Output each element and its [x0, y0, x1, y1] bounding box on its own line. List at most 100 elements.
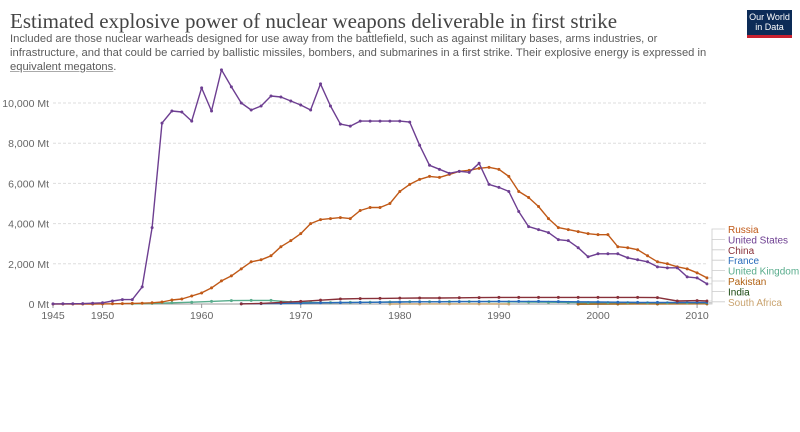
legend-label-india: India — [728, 287, 750, 298]
data-point-russia — [269, 254, 273, 258]
data-point-united-states — [497, 185, 501, 189]
data-point-china — [695, 299, 699, 303]
data-point-united-states — [675, 266, 679, 270]
data-point-russia — [190, 294, 194, 298]
data-point-russia — [130, 301, 134, 305]
data-point-united-states — [210, 109, 214, 113]
data-point-russia — [120, 302, 124, 306]
data-point-russia — [309, 222, 313, 226]
data-point-china — [537, 295, 541, 299]
data-point-russia — [239, 267, 243, 271]
data-point-united-states — [269, 94, 273, 98]
data-point-united-states — [190, 119, 194, 123]
data-point-russia — [546, 217, 550, 221]
data-point-russia — [328, 217, 332, 221]
data-point-china — [338, 297, 342, 301]
data-point-france — [596, 300, 600, 304]
data-point-united-states — [477, 161, 481, 165]
data-point-russia — [408, 182, 412, 186]
data-point-united-states — [110, 299, 114, 303]
legend-connector — [708, 238, 725, 285]
data-point-russia — [705, 276, 709, 280]
data-point-south-africa — [447, 302, 451, 306]
data-point-united-states — [140, 285, 144, 289]
data-point-united-states — [348, 124, 352, 128]
data-point-russia — [655, 260, 659, 264]
data-point-france — [655, 300, 659, 304]
y-tick-label: 2,000 Mt — [8, 259, 49, 271]
data-point-russia — [695, 271, 699, 275]
data-point-united-states — [646, 260, 650, 264]
data-point-russia — [229, 274, 233, 278]
y-tick-label: 10,000 Mt — [2, 98, 49, 110]
data-point-russia — [626, 246, 630, 250]
data-point-russia — [289, 239, 293, 243]
data-point-united-states — [408, 120, 412, 124]
data-point-russia — [517, 189, 521, 193]
subtitle-end: . — [113, 61, 117, 73]
data-point-united-states — [527, 225, 531, 229]
data-point-united-states — [200, 86, 204, 90]
data-point-united-states — [556, 238, 560, 242]
legend-label-united-states: United States — [728, 235, 788, 246]
legend-connector — [708, 249, 725, 302]
data-point-france — [437, 300, 441, 304]
data-point-united-states — [418, 143, 422, 147]
data-point-united-states — [328, 104, 332, 108]
data-point-france — [457, 300, 461, 304]
data-point-united-states — [636, 258, 640, 262]
data-point-russia — [428, 174, 432, 178]
data-point-france — [418, 300, 422, 304]
data-point-russia — [685, 267, 689, 271]
data-point-china — [655, 296, 659, 300]
data-point-united-states — [596, 252, 600, 256]
data-point-france — [537, 299, 541, 303]
data-point-russia — [358, 209, 362, 213]
data-point-china — [437, 296, 441, 300]
legend-label-russia: Russia — [728, 225, 759, 236]
data-point-united-states — [665, 266, 669, 270]
data-point-united-kingdom — [249, 298, 253, 302]
data-point-united-states — [130, 298, 134, 302]
data-point-russia — [249, 260, 253, 264]
data-point-russia — [636, 248, 640, 252]
data-point-russia — [566, 228, 570, 232]
data-point-russia — [299, 232, 303, 236]
data-point-russia — [606, 233, 610, 237]
data-point-china — [576, 295, 580, 299]
data-point-united-kingdom — [269, 298, 273, 302]
data-point-united-states — [606, 252, 610, 256]
data-point-south-africa — [507, 302, 511, 306]
data-point-russia — [319, 218, 323, 222]
y-tick-label: 4,000 Mt — [8, 219, 49, 231]
data-point-united-states — [586, 255, 590, 259]
data-point-united-states — [289, 99, 293, 103]
data-point-russia — [348, 217, 352, 221]
data-point-france — [378, 300, 382, 304]
data-point-united-states — [447, 171, 451, 175]
data-point-france — [616, 300, 620, 304]
data-point-russia — [497, 167, 501, 171]
data-point-russia — [646, 254, 650, 258]
owid-logo[interactable]: Our World in Data — [747, 10, 792, 38]
data-point-china — [477, 296, 481, 300]
data-point-china — [596, 295, 600, 299]
data-point-united-states — [398, 119, 402, 123]
data-point-united-states — [358, 119, 362, 123]
data-point-united-states — [170, 109, 174, 113]
legend-connector — [708, 280, 725, 305]
equivalent-megatons-link[interactable]: equivalent megatons — [10, 61, 114, 73]
data-point-united-states — [160, 121, 164, 125]
data-point-france — [319, 301, 323, 305]
data-point-russia — [140, 301, 144, 305]
data-point-russia — [210, 286, 214, 290]
logo-line-1: Our World — [749, 12, 790, 22]
data-point-russia — [279, 245, 283, 249]
legend-label-china: China — [728, 246, 755, 257]
data-point-china — [239, 302, 243, 306]
data-point-united-states — [101, 301, 105, 305]
series-line-united-states — [52, 69, 708, 305]
data-point-united-states — [319, 82, 323, 86]
data-point-united-states — [299, 103, 303, 107]
